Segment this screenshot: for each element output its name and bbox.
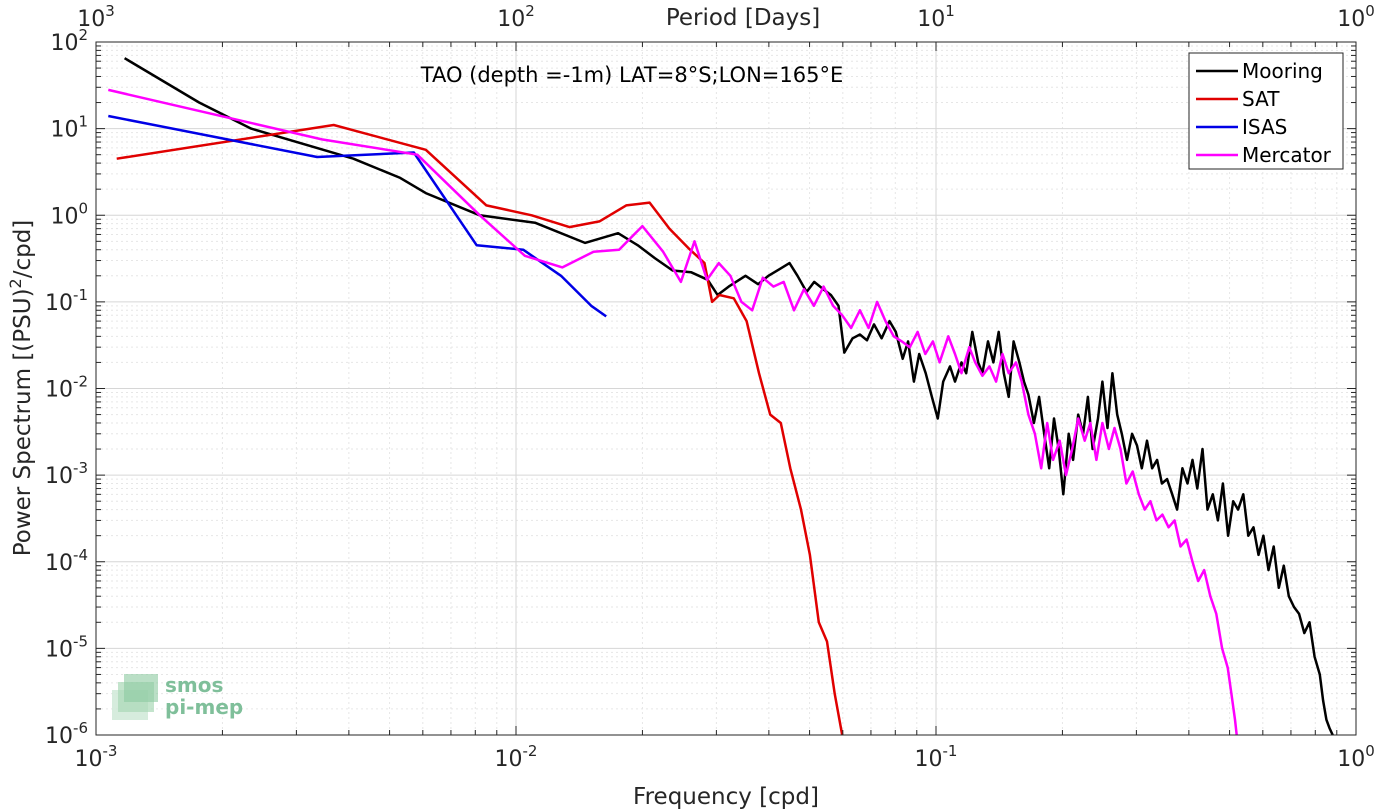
- x-tick-label-exponent: -3: [103, 742, 118, 760]
- top-tick-label-base: 10: [917, 7, 945, 32]
- chart-title: TAO (depth =-1m) LAT=8°S;LON=165°E: [420, 63, 844, 87]
- y-axis-title-sup: 2: [6, 278, 25, 288]
- y-tick-label-base: 10: [45, 551, 73, 576]
- x-tick-label: 10-3: [75, 742, 118, 772]
- y-tick-label-base: 10: [50, 31, 78, 56]
- y-tick-label-base: 10: [45, 378, 73, 403]
- x-axis-title: Frequency [cpd]: [633, 784, 819, 809]
- top-tick-label-exponent: 1: [945, 2, 955, 20]
- legend-label-sat: SAT: [1242, 87, 1280, 111]
- legend-items: Mooring SAT ISAS Mercator: [1196, 59, 1332, 167]
- x-tick-label-base: 10: [495, 747, 523, 772]
- y-tick-label-exponent: -5: [73, 632, 88, 650]
- y-axis-title-suffix: /cpd]: [10, 220, 36, 279]
- y-tick-label-exponent: -1: [73, 286, 88, 304]
- top-tick-label: 103: [77, 2, 115, 32]
- top-tick-label: 100: [1337, 2, 1375, 32]
- legend: Mooring SAT ISAS Mercator: [1188, 52, 1344, 170]
- y-tick-label-base: 10: [45, 291, 73, 316]
- y-tick-label-exponent: 1: [78, 113, 88, 131]
- y-tick-label: 10-3: [45, 459, 88, 489]
- top-tick-label-base: 10: [77, 7, 105, 32]
- top-tick-label-base: 10: [1337, 7, 1365, 32]
- y-axis-title-prefix: Power Spectrum [(PSU): [10, 288, 36, 556]
- y-tick-label-base: 10: [50, 118, 78, 143]
- top-axis-title: Period [Days]: [666, 5, 820, 31]
- y-tick-label-base: 10: [45, 464, 73, 489]
- y-tick-label-base: 10: [45, 724, 73, 749]
- y-tick-label-exponent: -4: [73, 546, 88, 564]
- x-tick-label: 100: [1337, 742, 1375, 772]
- y-axis-title: Power Spectrum [(PSU)2/cpd]: [6, 220, 36, 557]
- x-tick-labels: 10-3 10-2 10-1 100: [75, 742, 1375, 772]
- top-tick-label-base: 10: [497, 7, 525, 32]
- y-tick-label: 100: [50, 199, 88, 229]
- x-tick-label-exponent: -1: [943, 742, 958, 760]
- axis-ticks: [95, 41, 1357, 736]
- x-tick-label-base: 10: [1337, 747, 1365, 772]
- top-tick-label-exponent: 0: [1365, 2, 1375, 20]
- y-tick-label-exponent: 2: [78, 26, 88, 44]
- y-tick-label-base: 10: [45, 637, 73, 662]
- y-tick-label-exponent: 0: [78, 199, 88, 217]
- y-tick-label-exponent: -3: [73, 459, 88, 477]
- top-tick-label-exponent: 2: [525, 2, 535, 20]
- y-tick-label: 10-1: [45, 286, 88, 316]
- top-tick-labels: 103 102 101 100: [77, 2, 1375, 32]
- y-tick-label: 10-2: [45, 373, 88, 403]
- y-tick-label-exponent: -2: [73, 373, 88, 391]
- y-tick-label: 10-6: [45, 719, 88, 749]
- legend-box: [1188, 52, 1344, 170]
- x-tick-label-base: 10: [75, 747, 103, 772]
- series-line-isas: [108, 114, 607, 318]
- y-tick-label: 10-5: [45, 632, 88, 662]
- x-tick-label: 10-2: [495, 742, 538, 772]
- y-tick-label: 10-4: [45, 546, 88, 576]
- x-tick-label-base: 10: [915, 747, 943, 772]
- top-tick-label: 101: [917, 2, 955, 32]
- logo-text-smos: smos: [165, 673, 223, 697]
- x-tick-label-exponent: -2: [523, 742, 538, 760]
- top-tick-label: 102: [497, 2, 535, 32]
- logo-text-pi-mep: pi-mep: [165, 695, 243, 719]
- series-line-mercator: [108, 88, 1238, 736]
- legend-label-isas: ISAS: [1242, 115, 1287, 139]
- legend-label-mooring: Mooring: [1242, 59, 1323, 83]
- series-layer: [108, 57, 1334, 736]
- series-line-sat: [116, 123, 844, 736]
- y-tick-label-base: 10: [50, 204, 78, 229]
- x-tick-label-exponent: 0: [1365, 742, 1375, 760]
- legend-label-mercator: Mercator: [1242, 143, 1332, 167]
- top-tick-label-exponent: 3: [105, 2, 115, 20]
- smos-pi-mep-logo: smos pi-mep: [112, 673, 243, 720]
- y-tick-label: 101: [50, 113, 88, 143]
- logo-mark-layer-top: [124, 674, 158, 702]
- y-tick-label: 102: [50, 26, 88, 56]
- x-tick-label: 10-1: [915, 742, 958, 772]
- series-line-mooring: [123, 57, 1334, 736]
- y-tick-label-exponent: -6: [73, 719, 88, 737]
